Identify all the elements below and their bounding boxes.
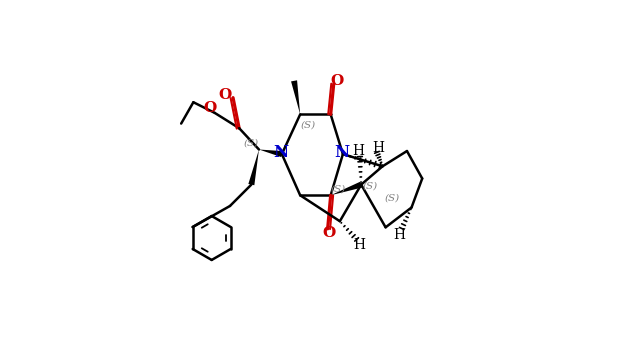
Text: (S): (S) xyxy=(331,185,346,194)
Text: N: N xyxy=(273,144,288,161)
Text: H: H xyxy=(352,144,364,158)
Text: (S): (S) xyxy=(384,194,399,203)
Text: (S): (S) xyxy=(300,121,316,130)
Polygon shape xyxy=(331,182,362,195)
Text: H: H xyxy=(354,238,365,252)
Text: O: O xyxy=(219,87,232,102)
Text: O: O xyxy=(323,226,336,240)
Text: N: N xyxy=(334,144,349,161)
Text: (S): (S) xyxy=(363,182,378,191)
Text: H: H xyxy=(372,141,384,155)
Polygon shape xyxy=(259,150,282,157)
Text: (S): (S) xyxy=(244,139,259,148)
Text: O: O xyxy=(204,101,217,115)
Text: O: O xyxy=(330,74,344,88)
Polygon shape xyxy=(291,80,300,115)
Polygon shape xyxy=(248,150,259,185)
Text: H: H xyxy=(394,228,405,242)
